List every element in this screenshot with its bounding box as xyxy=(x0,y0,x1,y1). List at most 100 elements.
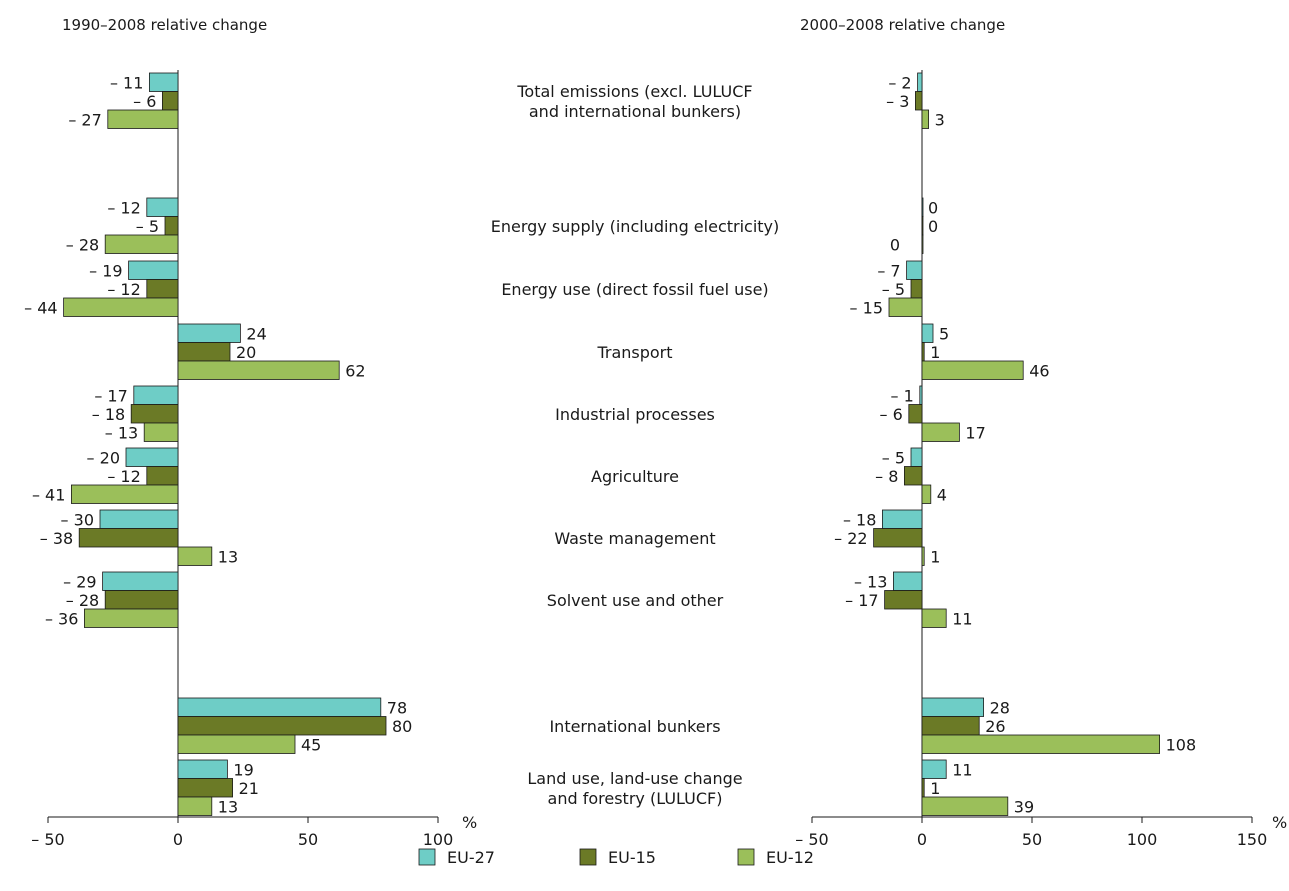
p0-bar-eu27-3 xyxy=(177,323,241,343)
p1-data-label: – 5 xyxy=(882,448,905,467)
category-label: Energy supply (including electricity) xyxy=(491,217,780,236)
p0-tick-label: – 50 xyxy=(31,830,64,849)
p1-data-label: – 13 xyxy=(854,572,887,591)
p0-data-label: – 13 xyxy=(105,423,138,442)
p1-bar-eu12-3 xyxy=(921,360,1024,380)
category-label: Transport xyxy=(596,343,672,362)
p1-bar-eu27-1 xyxy=(921,197,924,217)
p0-data-label: 24 xyxy=(246,324,266,343)
p1-data-label: – 22 xyxy=(834,529,867,548)
p1-bar-eu12-1 xyxy=(921,234,924,254)
p0-data-label: – 17 xyxy=(94,386,127,405)
p0-bar-eu15-5 xyxy=(146,466,179,486)
legend-swatch-eu15 xyxy=(579,848,597,866)
p0-bar-eu27-1 xyxy=(146,197,179,217)
p1-data-label: – 1 xyxy=(891,386,914,405)
p1-data-label: – 3 xyxy=(886,92,909,111)
legend-swatch-eu12 xyxy=(737,848,755,866)
category-label: Industrial processes xyxy=(555,405,715,424)
p1-data-label: 4 xyxy=(937,485,947,504)
category-label: Waste management xyxy=(554,529,715,548)
p1-data-label: 0 xyxy=(890,235,900,254)
p0-tick-label: 0 xyxy=(173,830,183,849)
p1-bar-eu27-8 xyxy=(921,697,984,717)
p1-data-label: 17 xyxy=(965,423,985,442)
p1-bar-eu12-0 xyxy=(921,109,929,129)
p1-data-label: 28 xyxy=(990,698,1010,717)
p0-bar-eu27-0 xyxy=(148,72,179,92)
p1-bar-eu12-4 xyxy=(921,422,960,442)
p0-bar-eu12-0 xyxy=(107,109,179,129)
p1-bar-eu27-6 xyxy=(882,509,923,529)
p1-bar-eu12-8 xyxy=(921,734,1161,754)
p0-bar-eu15-4 xyxy=(130,404,179,424)
p0-tick-label: 100 xyxy=(423,830,454,849)
p0-data-label: 62 xyxy=(345,361,365,380)
p1-data-label: 1 xyxy=(930,547,940,566)
p1-bar-eu12-2 xyxy=(888,297,923,317)
p0-bar-eu12-1 xyxy=(104,234,179,254)
p1-data-label: – 8 xyxy=(875,467,898,486)
p1-bar-eu15-0 xyxy=(915,91,923,111)
p1-data-label: 1 xyxy=(930,779,940,798)
legend-swatch-eu27 xyxy=(418,848,436,866)
p0-data-label: – 28 xyxy=(66,591,99,610)
p0-bar-eu12-4 xyxy=(143,422,179,442)
p0-data-label: – 19 xyxy=(89,261,122,280)
p1-bar-eu27-9 xyxy=(921,759,947,779)
p1-data-label: – 7 xyxy=(877,261,900,280)
p0-bar-eu15-2 xyxy=(146,279,179,299)
left-panel-title: 1990–2008 relative change xyxy=(62,16,267,34)
p1-data-label: 5 xyxy=(939,324,949,343)
p0-bar-eu15-0 xyxy=(161,91,179,111)
p0-data-label: – 38 xyxy=(40,529,73,548)
p1-bar-eu12-9 xyxy=(921,796,1009,816)
category-label: and international bunkers) xyxy=(529,102,741,121)
p0-data-label: 45 xyxy=(301,735,321,754)
legend-label-eu27: EU-27 xyxy=(447,848,495,867)
p1-bar-eu27-2 xyxy=(906,260,923,280)
p1-data-label: 39 xyxy=(1014,797,1034,816)
p1-data-label: 0 xyxy=(928,198,938,217)
p0-tick-label: 50 xyxy=(298,830,318,849)
p0-data-label: – 30 xyxy=(61,510,94,529)
legend-label-eu12: EU-12 xyxy=(766,848,814,867)
p1-tick-label: 50 xyxy=(1022,830,1042,849)
category-label: and forestry (LULUCF) xyxy=(548,789,723,808)
category-label: Agriculture xyxy=(591,467,679,486)
p1-data-label: – 15 xyxy=(850,298,883,317)
p0-bar-eu15-8 xyxy=(177,716,387,736)
p0-data-label: 78 xyxy=(387,698,407,717)
p0-data-label: – 41 xyxy=(32,485,65,504)
p0-data-label: – 18 xyxy=(92,405,125,424)
p1-data-label: 3 xyxy=(935,110,945,129)
category-label: Energy use (direct fossil fuel use) xyxy=(501,280,768,299)
p1-data-label: 108 xyxy=(1166,735,1197,754)
p0-bar-eu12-8 xyxy=(177,734,296,754)
p0-bar-eu27-4 xyxy=(133,385,179,405)
p1-bar-eu15-6 xyxy=(873,528,923,548)
p1-bar-eu27-3 xyxy=(921,323,934,343)
p0-bar-eu12-2 xyxy=(63,297,179,317)
p0-data-label: – 29 xyxy=(63,572,96,591)
p0-data-label: – 36 xyxy=(45,609,78,628)
p0-bar-eu12-6 xyxy=(177,546,213,566)
p0-bar-eu12-3 xyxy=(177,360,340,380)
p0-data-label: – 27 xyxy=(68,110,101,129)
p0-data-label: – 44 xyxy=(24,298,57,317)
p0-data-label: 21 xyxy=(239,779,259,798)
p0-bar-eu15-6 xyxy=(78,528,179,548)
left-unit-label: % xyxy=(462,813,477,832)
p0-bar-eu27-7 xyxy=(102,571,179,591)
p0-bar-eu12-7 xyxy=(84,608,179,628)
p1-tick-label: – 50 xyxy=(795,830,828,849)
p1-data-label: – 2 xyxy=(888,73,911,92)
p1-bar-eu15-2 xyxy=(910,279,923,299)
p0-data-label: – 6 xyxy=(133,92,156,111)
p0-data-label: – 5 xyxy=(136,217,159,236)
p1-data-label: 46 xyxy=(1029,361,1049,380)
p0-bar-eu12-9 xyxy=(177,796,213,816)
p1-tick-label: 100 xyxy=(1127,830,1158,849)
p0-data-label: 13 xyxy=(218,797,238,816)
p1-data-label: 11 xyxy=(952,609,972,628)
